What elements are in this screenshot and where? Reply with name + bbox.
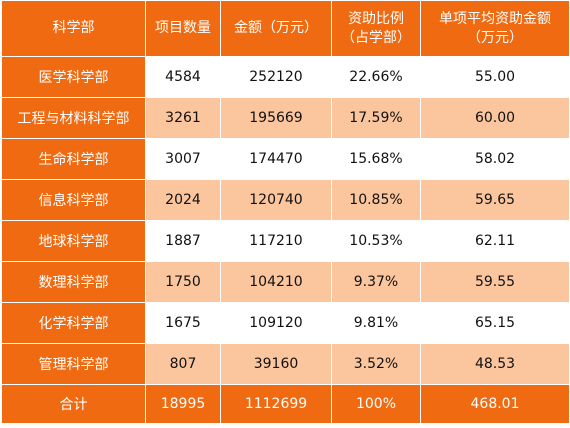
project-count-cell: 1750 [145, 261, 221, 303]
total-project-count: 18995 [145, 384, 221, 424]
header-average-amount: 单项平均资助金额 （万元） [420, 0, 570, 57]
total-label: 合计 [1, 384, 146, 424]
average-cell: 65.15 [420, 302, 570, 344]
amount-cell: 104210 [220, 261, 332, 303]
amount-cell: 174470 [220, 138, 332, 180]
total-average: 468.01 [420, 384, 570, 424]
table-row: 管理科学部 807 39160 3.52% 48.53 [1, 343, 570, 385]
average-cell: 60.00 [420, 97, 570, 139]
amount-cell: 109120 [220, 302, 332, 344]
table-row: 数理科学部 1750 104210 9.37% 59.55 [1, 261, 570, 303]
average-cell: 59.55 [420, 261, 570, 303]
average-cell: 59.65 [420, 179, 570, 221]
table-row: 医学科学部 4584 252120 22.66% 55.00 [1, 56, 570, 98]
ratio-cell: 3.52% [331, 343, 421, 385]
header-department: 科学部 [1, 0, 146, 57]
department-cell: 生命科学部 [1, 138, 146, 180]
ratio-cell: 10.53% [331, 220, 421, 262]
project-count-cell: 4584 [145, 56, 221, 98]
header-average-amount-text: 单项平均资助金额 （万元） [439, 10, 551, 46]
header-amount: 金额（万元） [220, 0, 332, 57]
table-row: 工程与材料科学部 3261 195669 17.59% 60.00 [1, 97, 570, 139]
header-funding-ratio-text: 资助比例 （占学部） [341, 10, 411, 46]
ratio-cell: 15.68% [331, 138, 421, 180]
total-ratio: 100% [331, 384, 421, 424]
average-cell: 55.00 [420, 56, 570, 98]
header-funding-ratio: 资助比例 （占学部） [331, 0, 421, 57]
department-cell: 管理科学部 [1, 343, 146, 385]
ratio-cell: 10.85% [331, 179, 421, 221]
average-cell: 48.53 [420, 343, 570, 385]
table-row: 地球科学部 1887 117210 10.53% 62.11 [1, 220, 570, 262]
ratio-cell: 17.59% [331, 97, 421, 139]
department-cell: 信息科学部 [1, 179, 146, 221]
project-count-cell: 1887 [145, 220, 221, 262]
project-count-cell: 2024 [145, 179, 221, 221]
amount-cell: 117210 [220, 220, 332, 262]
project-count-cell: 1675 [145, 302, 221, 344]
average-cell: 62.11 [420, 220, 570, 262]
department-cell: 化学科学部 [1, 302, 146, 344]
table-row: 化学科学部 1675 109120 9.81% 65.15 [1, 302, 570, 344]
department-cell: 工程与材料科学部 [1, 97, 146, 139]
amount-cell: 252120 [220, 56, 332, 98]
ratio-cell: 9.81% [331, 302, 421, 344]
amount-cell: 120740 [220, 179, 332, 221]
project-count-cell: 3261 [145, 97, 221, 139]
total-amount: 1112699 [220, 384, 332, 424]
header-project-count: 项目数量 [145, 0, 221, 57]
department-cell: 数理科学部 [1, 261, 146, 303]
department-cell: 医学科学部 [1, 56, 146, 98]
header-row: 科学部 项目数量 金额（万元） 资助比例 （占学部） 单项平均资助金额 （万元） [1, 0, 570, 57]
amount-cell: 195669 [220, 97, 332, 139]
department-cell: 地球科学部 [1, 220, 146, 262]
total-row: 合计 18995 1112699 100% 468.01 [1, 384, 570, 424]
ratio-cell: 9.37% [331, 261, 421, 303]
average-cell: 58.02 [420, 138, 570, 180]
table-row: 生命科学部 3007 174470 15.68% 58.02 [1, 138, 570, 180]
project-count-cell: 807 [145, 343, 221, 385]
table-row: 信息科学部 2024 120740 10.85% 59.65 [1, 179, 570, 221]
ratio-cell: 22.66% [331, 56, 421, 98]
amount-cell: 39160 [220, 343, 332, 385]
project-count-cell: 3007 [145, 138, 221, 180]
